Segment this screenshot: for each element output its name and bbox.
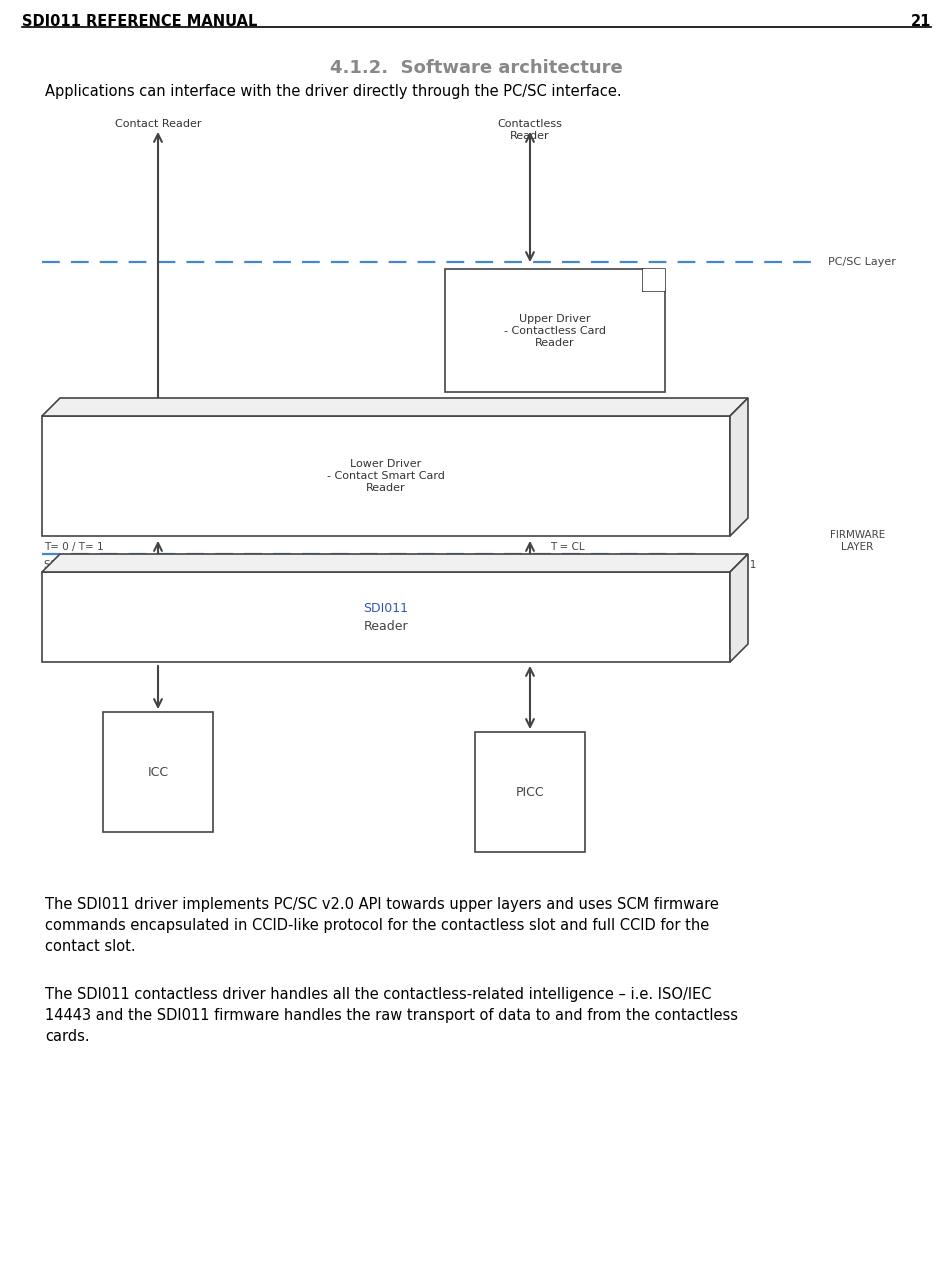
Polygon shape: [42, 555, 747, 572]
Polygon shape: [643, 268, 664, 291]
Text: 21: 21: [910, 14, 930, 29]
Text: T = CL: T = CL: [549, 542, 584, 552]
Text: Lower Driver
- Contact Smart Card
Reader: Lower Driver - Contact Smart Card Reader: [327, 459, 445, 492]
Text: ICC: ICC: [148, 766, 169, 778]
Text: 4.1.2.  Software architecture: 4.1.2. Software architecture: [329, 59, 622, 78]
Text: PICC: PICC: [515, 786, 544, 799]
Text: SLOT 1: SLOT 1: [720, 560, 756, 570]
Text: Contact Reader: Contact Reader: [114, 120, 201, 128]
Text: SLOT 0: SLOT 0: [44, 560, 80, 570]
Text: SDI011: SDI011: [363, 602, 408, 614]
Text: PC/SC Layer: PC/SC Layer: [827, 257, 895, 267]
Polygon shape: [729, 398, 747, 536]
Polygon shape: [729, 555, 747, 661]
Bar: [474, 731, 585, 852]
Text: Upper Driver
- Contactless Card
Reader: Upper Driver - Contactless Card Reader: [504, 314, 605, 347]
Text: Applications can interface with the driver directly through the PC/SC interface.: Applications can interface with the driv…: [45, 84, 621, 99]
Bar: [445, 268, 664, 392]
Bar: [42, 416, 729, 536]
Text: T= 0 / T= 1: T= 0 / T= 1: [44, 542, 104, 552]
Text: Contactless
Reader: Contactless Reader: [497, 120, 562, 141]
Polygon shape: [42, 398, 747, 416]
Text: FIRMWARE
LAYER: FIRMWARE LAYER: [829, 530, 884, 552]
Text: Reader: Reader: [364, 619, 407, 632]
Text: SDI011 REFERENCE MANUAL: SDI011 REFERENCE MANUAL: [22, 14, 257, 29]
Bar: [103, 712, 213, 832]
Text: The SDI011 contactless driver handles all the contactless-related intelligence –: The SDI011 contactless driver handles al…: [45, 987, 737, 1044]
Bar: [42, 572, 729, 661]
Text: The SDI011 driver implements PC/SC v2.0 API towards upper layers and uses SCM fi: The SDI011 driver implements PC/SC v2.0 …: [45, 897, 718, 954]
